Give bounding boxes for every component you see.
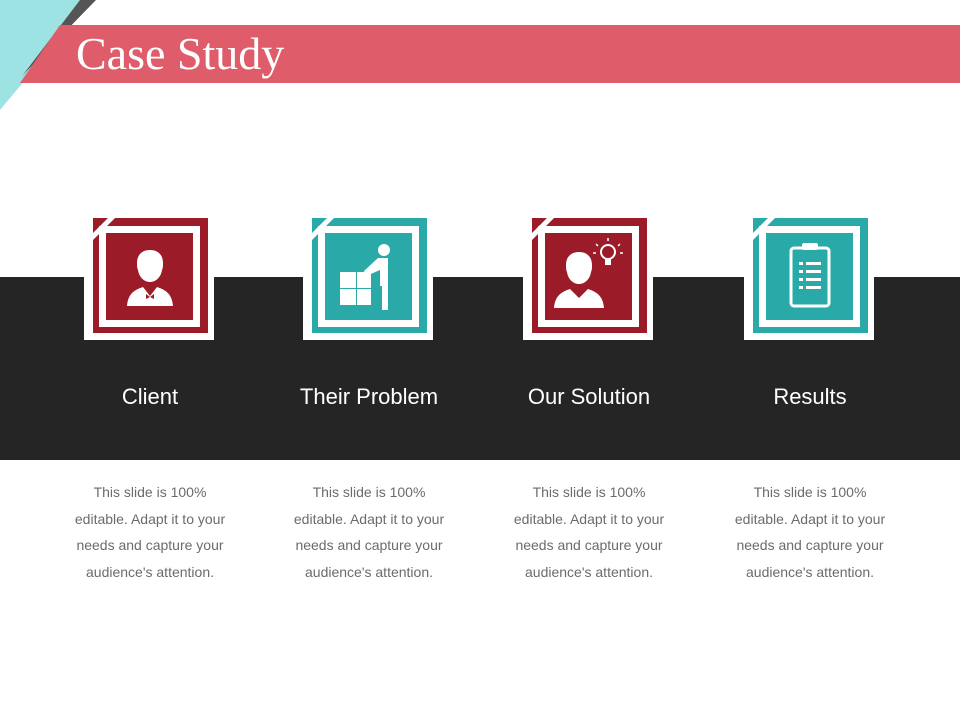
page-title: Case Study: [76, 28, 285, 79]
card-description: This slide is 100% editable. Adapt it to…: [74, 484, 226, 580]
tile-square: [312, 218, 427, 333]
tile-frame: [318, 226, 419, 327]
card-title: Results: [773, 384, 847, 409]
card-description: This slide is 100% editable. Adapt it to…: [293, 484, 445, 580]
card-title: Their Problem: [299, 384, 439, 409]
title-banner: [20, 25, 960, 83]
card-icon-tile: [303, 210, 433, 340]
card-description: This slide is 100% editable. Adapt it to…: [734, 484, 886, 580]
tile-square: [753, 218, 868, 333]
card-icon-tile: [84, 210, 214, 340]
tile-frame: [538, 226, 639, 327]
card-icon-tile: [744, 210, 874, 340]
tile-square: [93, 218, 208, 333]
tile-square: [532, 218, 647, 333]
card-icon-tile: [523, 210, 653, 340]
tile-frame: [759, 226, 860, 327]
tile-frame: [99, 226, 200, 327]
card-title: Our Solution: [527, 384, 651, 409]
card-title: Client: [121, 384, 179, 409]
card-description: This slide is 100% editable. Adapt it to…: [513, 484, 665, 580]
